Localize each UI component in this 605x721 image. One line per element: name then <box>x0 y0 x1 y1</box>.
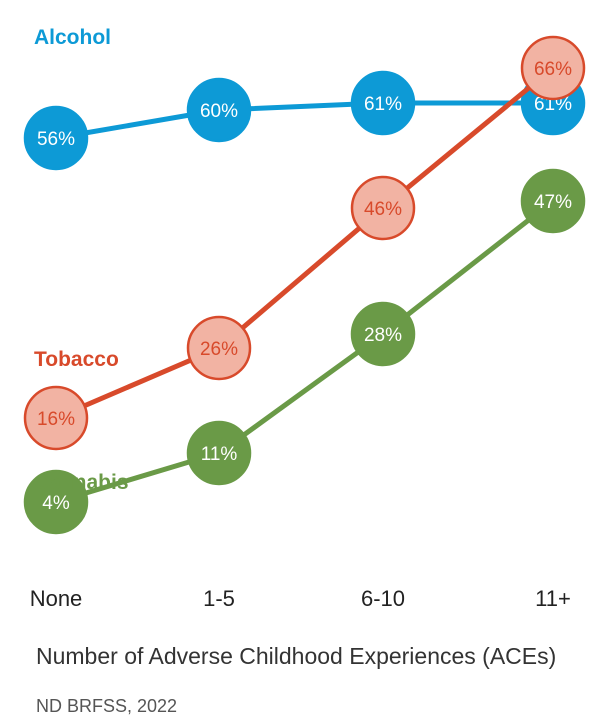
data-label-tobacco: 16% <box>37 409 75 430</box>
data-point-tobacco <box>350 175 416 241</box>
data-label-alcohol: 60% <box>200 101 238 122</box>
data-point-cannabis <box>520 168 586 234</box>
x-axis-title: Number of Adverse Childhood Experiences … <box>36 643 556 669</box>
x-tick-labels: None 1-5 6-10 11+ <box>30 586 571 611</box>
data-label-tobacco: 46% <box>364 199 402 220</box>
series-cannabis: 4% 11% 28% 47% Cannabis <box>23 168 586 535</box>
data-label-cannabis: 4% <box>42 493 70 514</box>
series-alcohol: 56% 60% 61% 61% Alcohol <box>23 26 586 171</box>
data-label-cannabis: 11% <box>201 444 238 465</box>
series-name-tobacco: Tobacco <box>34 348 119 371</box>
data-label-alcohol: 61% <box>364 94 402 115</box>
x-tick-label: None <box>30 586 83 611</box>
data-label-cannabis: 47% <box>534 192 572 213</box>
data-point-alcohol <box>186 77 252 143</box>
data-point-cannabis <box>350 301 416 367</box>
data-point-alcohol <box>350 70 416 136</box>
data-point-tobacco <box>186 315 252 381</box>
data-point-tobacco <box>23 385 89 451</box>
series-layer: 56%60% 61% 61%Alcohol16%26%46%66%Tobacco4%… <box>23 26 586 535</box>
data-label-alcohol: 56% <box>37 129 75 150</box>
series-tobacco: 16% 26% 46% 66% Tobacco <box>23 35 586 451</box>
data-point-cannabis <box>186 420 252 486</box>
series-line-alcohol <box>53 100 556 141</box>
data-label-tobacco: 26% <box>200 339 238 360</box>
data-label-tobacco: 66% <box>534 59 572 80</box>
x-tick-label: 6-10 <box>361 586 405 611</box>
series-line-cannabis <box>53 198 556 505</box>
x-tick-label: 1-5 <box>203 586 235 611</box>
data-point-cannabis <box>23 469 89 535</box>
data-point-alcohol <box>23 105 89 171</box>
data-label-alcohol: 61% <box>534 94 572 115</box>
series-name-cannabis: Cannabis <box>34 471 129 494</box>
source-note: ND BRFSS, 2022 <box>36 696 177 716</box>
data-label-cannabis: 28% <box>364 325 402 346</box>
data-point-tobacco <box>520 35 586 101</box>
x-tick-label: 11+ <box>535 586 571 611</box>
series-name-alcohol: Alcohol <box>34 26 111 49</box>
series-line-tobacco <box>53 65 556 421</box>
